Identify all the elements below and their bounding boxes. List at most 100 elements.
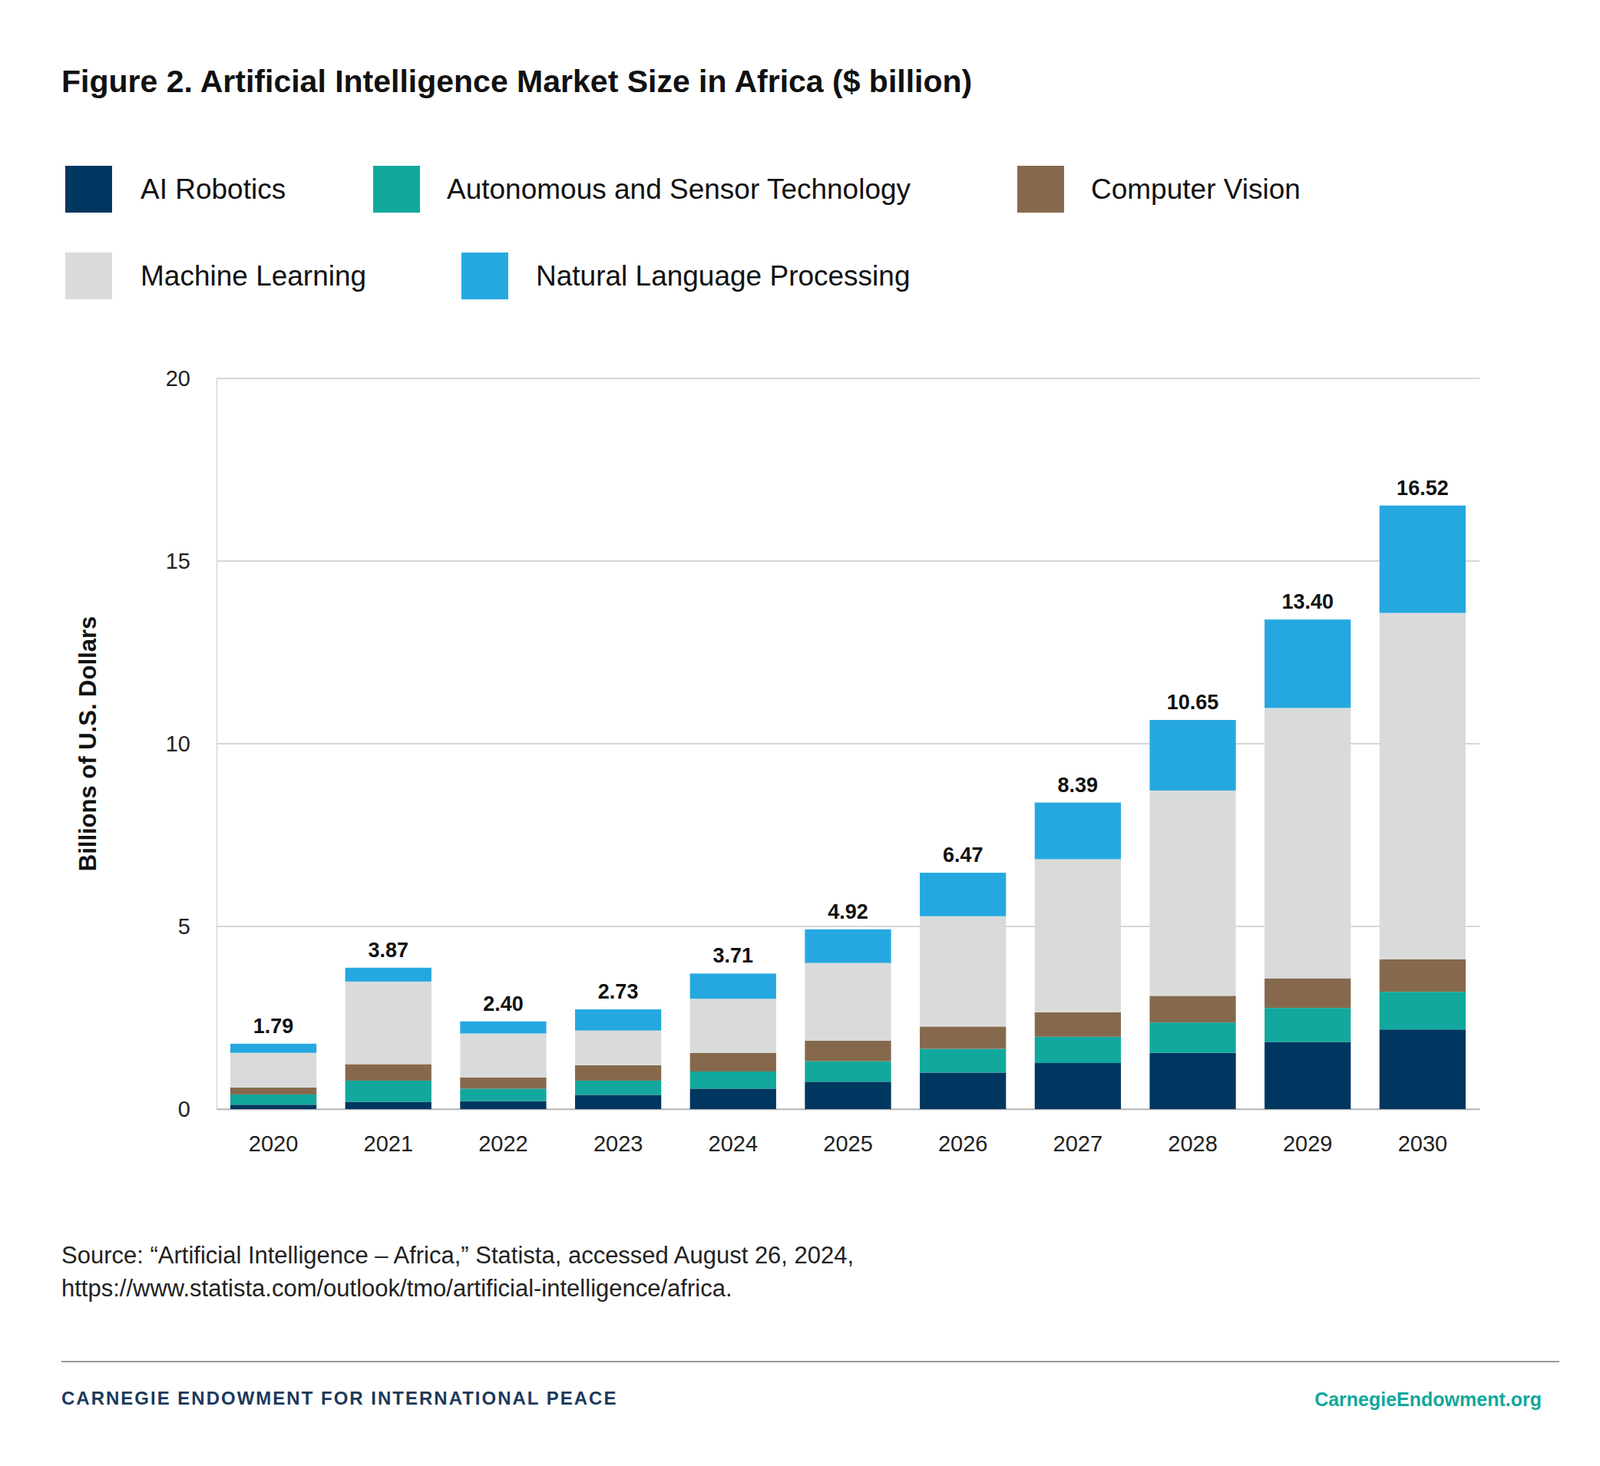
y-tick-label: 15 — [165, 548, 191, 574]
x-tick-label: 2028 — [1167, 1131, 1218, 1157]
x-tick-label: 2025 — [823, 1131, 873, 1157]
legend-label: Computer Vision — [1090, 173, 1301, 205]
x-tick: 2027 — [1053, 1109, 1104, 1157]
bar — [1149, 995, 1236, 1023]
bar — [690, 1071, 777, 1089]
x-tick: 2028 — [1167, 1109, 1218, 1157]
legend-swatch — [461, 252, 509, 300]
total-label: 13.40 — [1281, 590, 1334, 614]
total-label: 16.52 — [1396, 476, 1449, 500]
bar — [1034, 859, 1121, 1012]
chart: Figure 2. Artificial Intelligence Market… — [0, 0, 1600, 1466]
bar — [230, 1104, 317, 1110]
y-axis: 0 5 10 15 20 — [165, 366, 218, 1122]
bar — [1379, 505, 1466, 614]
bar — [804, 1061, 891, 1083]
bar — [459, 1088, 546, 1101]
bar — [1149, 1053, 1236, 1110]
bar-series — [230, 505, 1466, 1054]
x-tick: 2030 — [1398, 1109, 1448, 1157]
bar — [1149, 720, 1236, 791]
bar — [1034, 1063, 1121, 1110]
bar — [804, 1081, 891, 1110]
title: Figure 2. Artificial Intelligence Market… — [61, 63, 972, 100]
y-tick: 0 — [178, 1097, 217, 1122]
bar — [230, 1044, 317, 1054]
bar — [459, 1033, 546, 1078]
bar — [230, 1053, 317, 1088]
legend-label: Autonomous and Sensor Technology — [446, 173, 912, 205]
x-tick: 2023 — [593, 1109, 644, 1157]
bar — [1379, 991, 1466, 1030]
bar — [1034, 1012, 1121, 1038]
x-tick: 2026 — [938, 1109, 989, 1157]
x-tick-label: 2026 — [938, 1131, 989, 1157]
bar — [459, 1021, 546, 1035]
x-tick-label: 2030 — [1398, 1131, 1448, 1157]
bars — [230, 505, 1466, 1110]
bar — [804, 963, 891, 1042]
bar — [919, 1026, 1006, 1049]
x-tick: 2020 — [248, 1109, 299, 1157]
total-label: 6.47 — [942, 843, 984, 867]
bar — [1379, 613, 1466, 960]
x-tick: 2022 — [478, 1109, 529, 1157]
source: https://www.statista.com/outlook/tmo/art… — [61, 1275, 733, 1303]
grid — [216, 378, 1480, 1110]
legend-item: Computer Vision — [1017, 165, 1301, 213]
bar — [575, 1031, 662, 1066]
bar — [459, 1101, 546, 1110]
legend-item: Autonomous and Sensor Technology — [373, 165, 912, 213]
legend-label: AI Robotics — [140, 173, 286, 205]
bar — [1264, 978, 1351, 1009]
legend-label: Natural Language Processing — [535, 260, 911, 292]
y-tick: 10 — [165, 731, 217, 757]
y-tick-label: 5 — [178, 914, 191, 939]
bar — [575, 1094, 662, 1110]
bar — [230, 1094, 317, 1105]
x-tick-label: 2027 — [1053, 1131, 1104, 1157]
bar — [575, 1080, 662, 1096]
bar — [1264, 707, 1351, 979]
bar — [1379, 1029, 1466, 1110]
bar — [919, 1072, 1006, 1110]
x-tick-label: 2023 — [593, 1131, 644, 1157]
bar — [690, 973, 777, 999]
bar — [919, 916, 1006, 1028]
total-label: 2.73 — [598, 980, 639, 1004]
x-tick: 2025 — [823, 1109, 873, 1157]
bar — [1264, 1008, 1351, 1042]
bar — [690, 998, 777, 1053]
legend-item: AI Robotics — [65, 165, 286, 213]
bar — [575, 1009, 662, 1032]
total-label: 2.40 — [482, 992, 524, 1016]
bar — [345, 981, 432, 1065]
total-label: 10.65 — [1166, 690, 1220, 715]
x-tick-label: 2022 — [478, 1131, 529, 1157]
x-tick-label: 2021 — [363, 1131, 414, 1157]
x-tick-label: 2020 — [248, 1131, 299, 1157]
bar — [804, 929, 891, 964]
bar — [1149, 790, 1236, 997]
source: Source: “Artificial Intelligence – Afric… — [61, 1242, 854, 1270]
y-tick-label: 20 — [165, 366, 191, 391]
legend-label: Machine Learning — [140, 260, 367, 292]
legend: AI Robotics Autonomous and Sensor Technol… — [65, 165, 1301, 300]
footer-right: CarnegieEndowment.org — [1314, 1388, 1542, 1411]
x-tick: 2024 — [708, 1109, 759, 1157]
bar — [1034, 803, 1121, 860]
bar — [1034, 1037, 1121, 1064]
total-label: 8.39 — [1057, 773, 1099, 797]
y-axis-line — [216, 379, 219, 1111]
bar — [230, 1087, 317, 1095]
grid-line — [216, 560, 1480, 562]
bar — [345, 968, 432, 982]
bar — [459, 1077, 546, 1090]
legend-swatch — [65, 165, 113, 213]
y-tick: 20 — [165, 366, 217, 391]
total-label: 3.71 — [713, 944, 754, 968]
bar — [919, 872, 1006, 917]
bar — [1149, 1022, 1236, 1054]
bar — [345, 1101, 432, 1110]
y-tick: 15 — [165, 548, 217, 574]
